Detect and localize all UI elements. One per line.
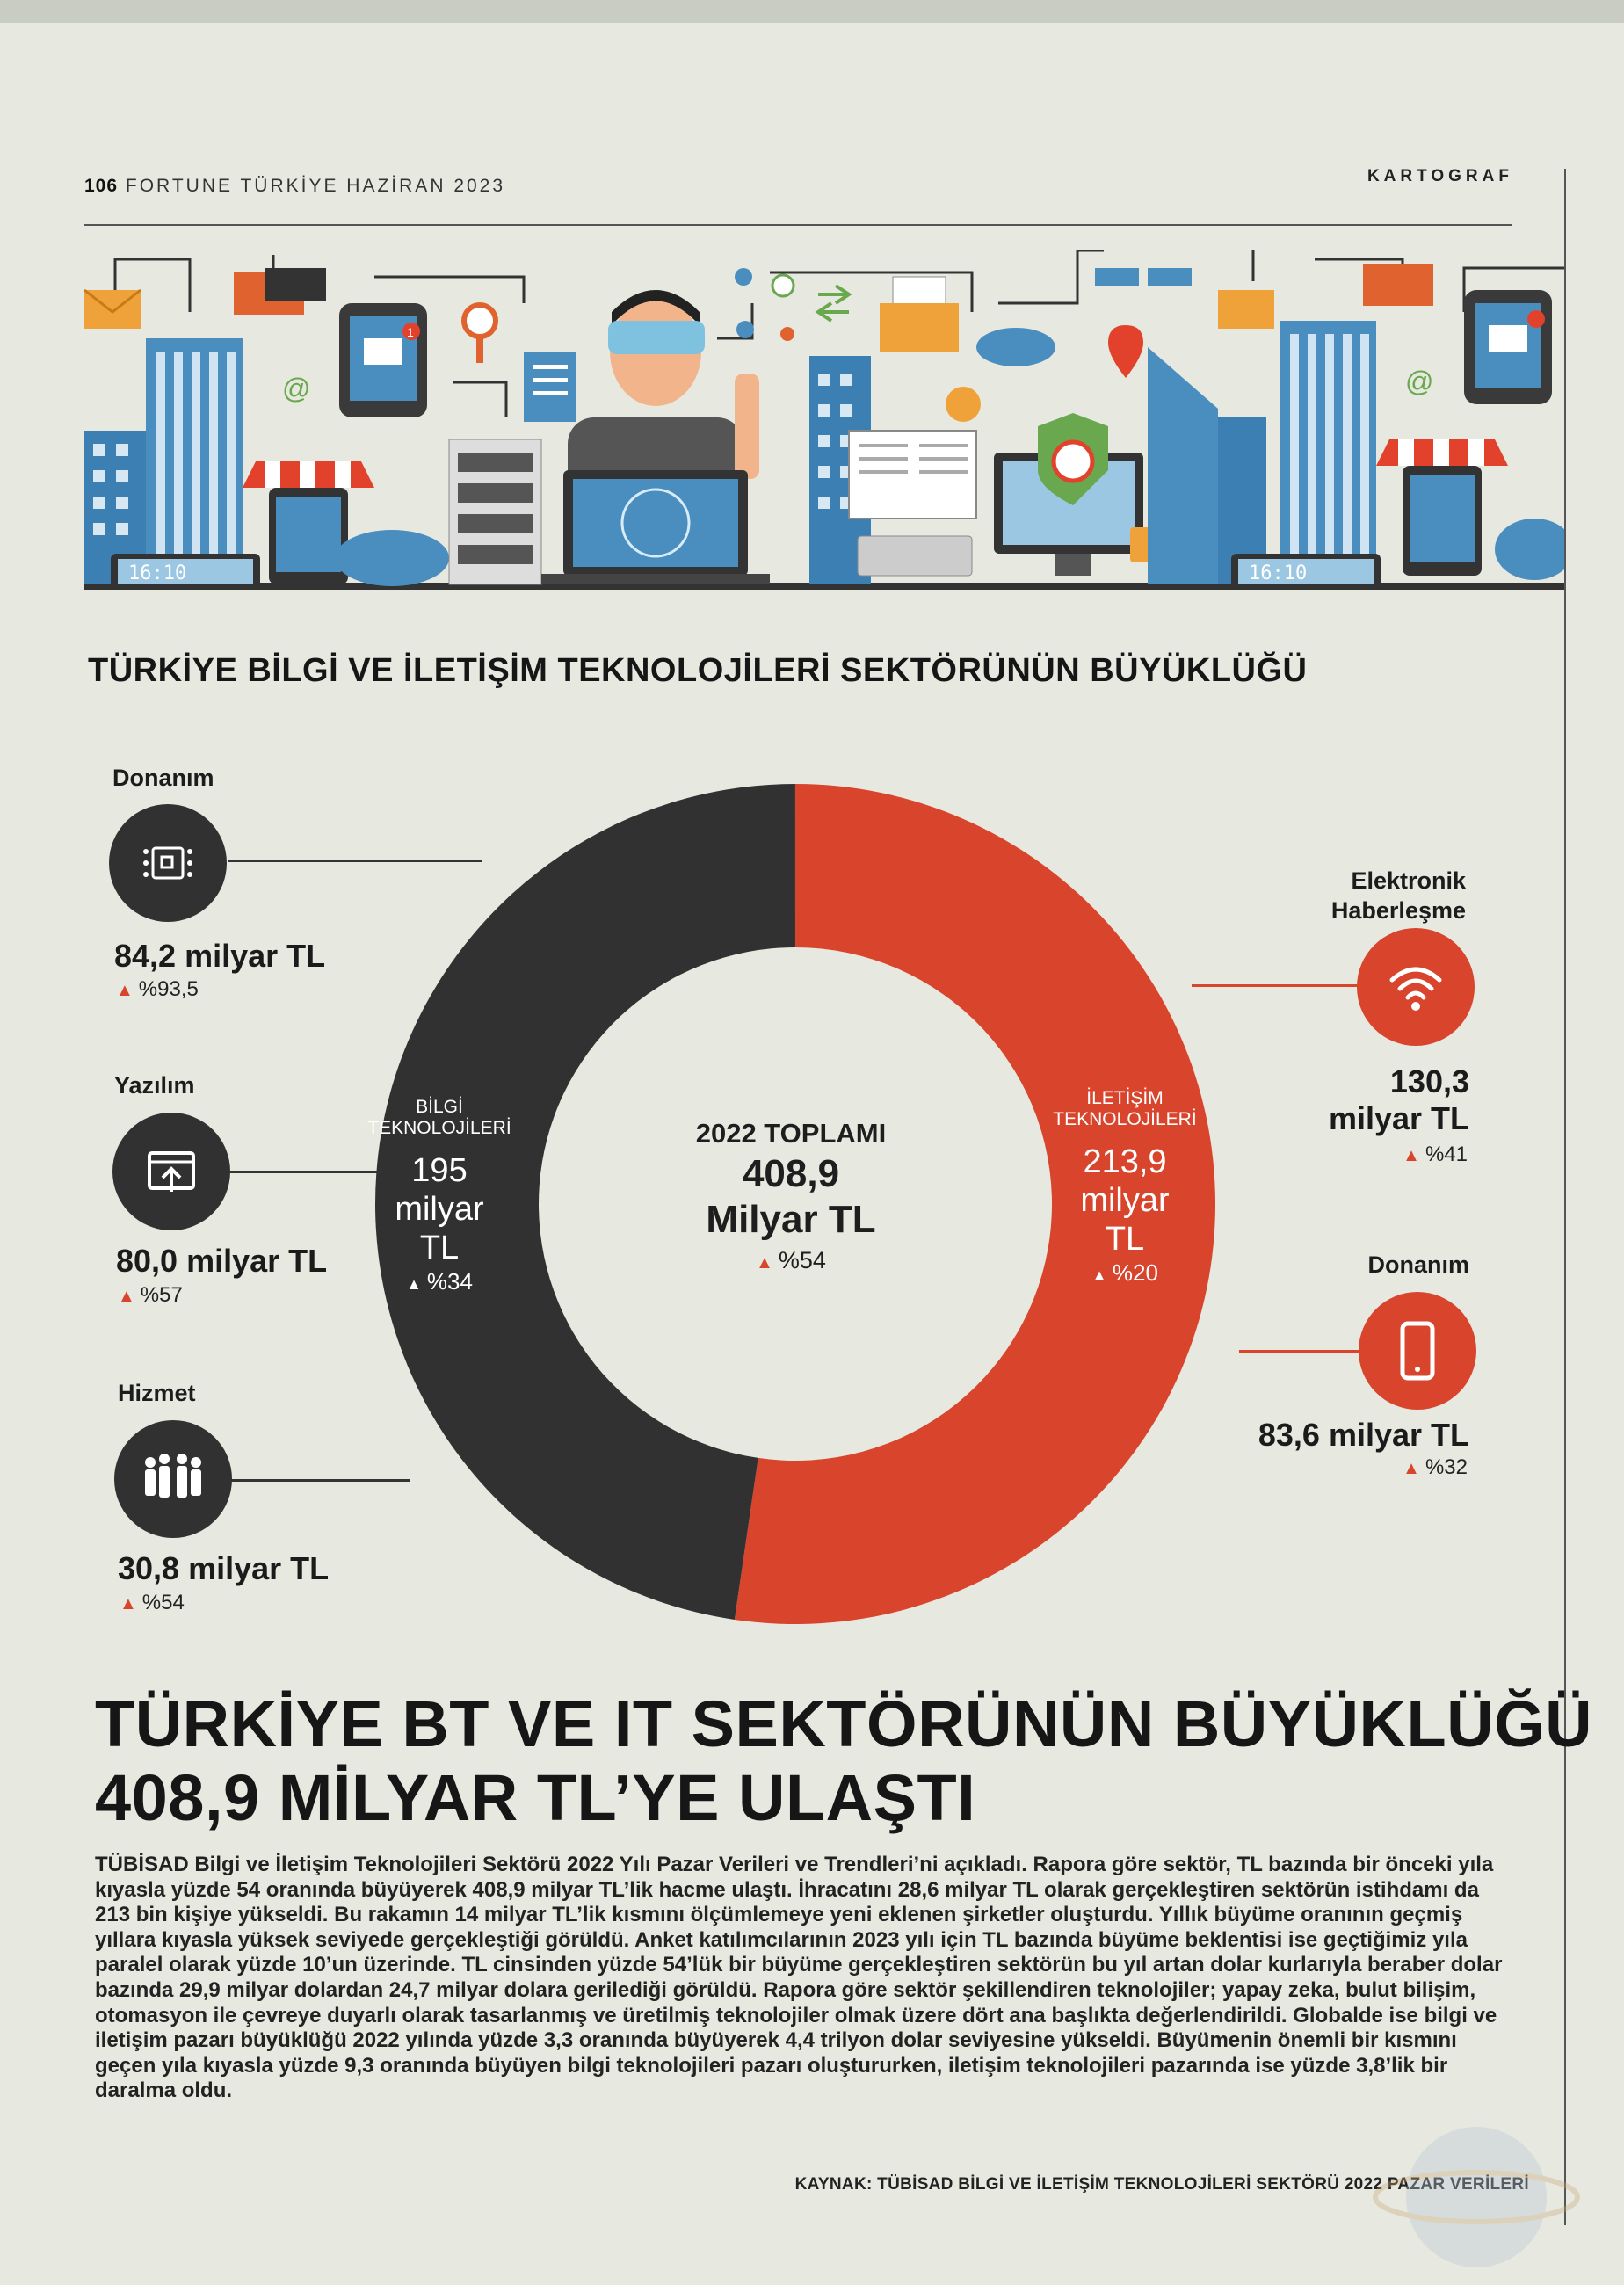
hardware-chip-icon xyxy=(143,846,192,880)
infographic-title: TÜRKİYE BİLGİ VE İLETİŞİM TEKNOLOJİLERİ … xyxy=(88,652,1308,689)
source-credit: KAYNAK: TÜBİSAD BİLGİ VE İLETİŞİM TEKNOL… xyxy=(794,2175,1529,2194)
page-number: 106 xyxy=(84,176,119,196)
watermark-stamp xyxy=(1373,2127,1580,2267)
section-name: KARTOGRAF xyxy=(1367,167,1513,185)
up-triangle-icon: ▲ xyxy=(120,1594,137,1614)
page-header: 106 FORTUNE TÜRKİYE HAZİRAN 2023 xyxy=(84,176,505,197)
document-icon xyxy=(524,352,576,422)
cloud-icon xyxy=(1495,519,1564,580)
total-value: 408,9 xyxy=(742,1152,840,1195)
at-sign-icon: @ xyxy=(1405,366,1433,397)
lightbulb-icon xyxy=(946,387,981,422)
article-lead: TÜBİSAD xyxy=(95,1853,189,1876)
up-triangle-icon: ▲ xyxy=(1403,1459,1420,1478)
bilgi-segment xyxy=(374,784,795,1620)
right-item-label: Elektronik Haberleşme xyxy=(1330,867,1466,924)
keyboard-icon xyxy=(857,535,973,577)
building xyxy=(1148,347,1218,584)
clock-left-text: 16:10 xyxy=(128,562,186,584)
credit-card-icon xyxy=(1363,264,1433,306)
total-label: 2022 TOPLAMI xyxy=(695,1118,887,1149)
right-item-change: ▲ %41 xyxy=(1403,1142,1468,1166)
location-pin-icon xyxy=(1108,325,1143,378)
clock-right-text: 16:10 xyxy=(1249,562,1307,584)
header-rule xyxy=(84,224,1512,226)
right-item-icon-circle xyxy=(1357,928,1475,1046)
left-item-label: Hizmet xyxy=(118,1380,196,1406)
magnifier-icon xyxy=(461,302,498,339)
right-item-value: 130,3 milyar TL xyxy=(1328,1063,1469,1136)
sector-donut-chart xyxy=(374,784,1215,1624)
left-item-label: Donanım xyxy=(112,765,214,791)
left-item-icon-circle xyxy=(112,1113,230,1230)
smartphone-icon xyxy=(1400,1321,1435,1381)
iletisim-segment xyxy=(734,784,1215,1624)
up-triangle-icon: ▲ xyxy=(118,1287,135,1306)
article-body: TÜBİSAD Bilgi ve İletişim Teknolojileri … xyxy=(95,1853,1503,2103)
connector-line xyxy=(228,860,482,862)
connector-line xyxy=(1239,1350,1367,1353)
bilgi-segment-label: BİLGİ TEKNOLOJİLERİ 195 milyar TL ▲ %34 xyxy=(367,1097,511,1295)
up-triangle-icon: ▲ xyxy=(756,1253,773,1273)
left-item-icon-circle xyxy=(114,1420,232,1538)
publication-name: FORTUNE TÜRKİYE HAZİRAN 2023 xyxy=(125,176,506,196)
margin-rule xyxy=(1564,169,1566,2225)
smart-glasses-icon xyxy=(1095,268,1139,286)
up-triangle-icon: ▲ xyxy=(116,981,134,1000)
left-item-label: Yazılım xyxy=(114,1072,195,1099)
left-item-value: 80,0 milyar TL xyxy=(116,1243,328,1279)
left-item-change: ▲ %93,5 xyxy=(116,977,199,1001)
up-triangle-icon: ▲ xyxy=(406,1275,422,1293)
wifi-icon xyxy=(1389,967,1442,1011)
arrows-icon xyxy=(815,284,852,323)
connector-line xyxy=(1192,984,1364,987)
vr-headset-icon xyxy=(608,321,705,354)
up-triangle-icon: ▲ xyxy=(1403,1146,1420,1165)
connector-line xyxy=(228,1171,378,1173)
up-triangle-icon: ▲ xyxy=(1091,1266,1107,1284)
right-item-value: 83,6 milyar TL xyxy=(1258,1417,1469,1453)
left-item-value: 84,2 milyar TL xyxy=(114,938,326,974)
scan-top-band xyxy=(0,0,1624,23)
right-item-label: Donanım xyxy=(1367,1251,1469,1278)
article-headline: TÜRKİYE BT VE IT SEKTÖRÜNÜN BÜYÜKLÜĞÜ 40… xyxy=(95,1687,1593,1834)
network-icon xyxy=(735,268,795,341)
right-item-change: ▲ %32 xyxy=(1403,1455,1468,1479)
total-change: %54 xyxy=(778,1247,826,1273)
left-item-change: ▲ %57 xyxy=(118,1283,183,1307)
people-service-icon xyxy=(145,1454,201,1498)
tech-city-illustration: 16:10 @ 1 xyxy=(84,250,1564,590)
left-item-value: 30,8 milyar TL xyxy=(118,1550,330,1586)
total-unit: Milyar TL xyxy=(706,1198,876,1241)
right-item-icon-circle xyxy=(1359,1292,1476,1410)
cloud-icon xyxy=(976,328,1055,366)
globe-icon xyxy=(620,488,691,558)
connector-line xyxy=(230,1479,410,1482)
envelope-icon xyxy=(1218,290,1274,329)
software-upload-icon xyxy=(148,1151,195,1192)
at-sign-icon: @ xyxy=(282,373,310,404)
badge-count: 1 xyxy=(407,325,414,339)
left-item-icon-circle xyxy=(109,804,227,922)
cloud-icon xyxy=(335,530,449,586)
iletisim-segment-label: İLETİŞİM TEKNOLOJİLERİ 213,9 milyar TL ▲… xyxy=(1053,1088,1197,1286)
left-item-change: ▲ %54 xyxy=(120,1591,185,1614)
donut-center-total: 2022 TOPLAMI 408,9 Milyar TL ▲ %54 xyxy=(650,1116,932,1280)
